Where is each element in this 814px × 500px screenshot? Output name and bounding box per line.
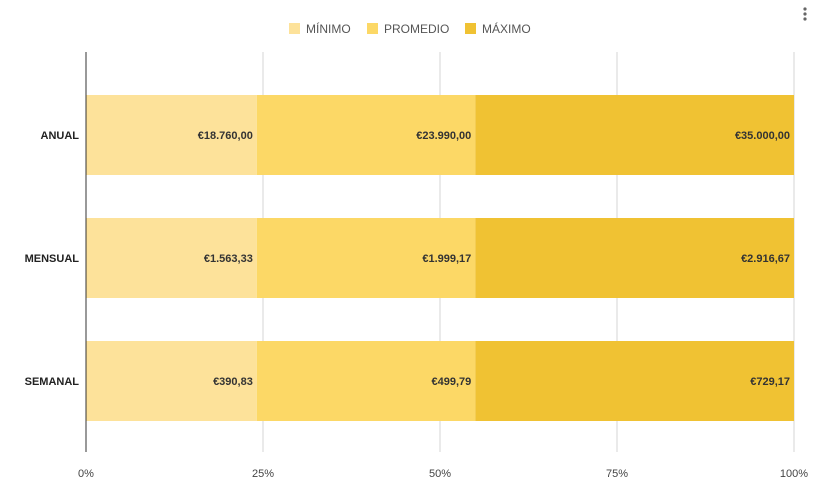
legend-item-maximo[interactable]: MÁXIMO: [465, 21, 531, 36]
bar-anual-promedio[interactable]: [256, 95, 476, 175]
legend[interactable]: MÍNIMO PROMEDIO MÁXIMO: [289, 21, 531, 36]
bar-anual-minimo[interactable]: [86, 95, 257, 175]
bar-label: €499,79: [432, 376, 472, 388]
legend-swatch: [289, 23, 300, 34]
legend-item-minimo[interactable]: MÍNIMO: [289, 21, 351, 36]
bar-label: €23.990,00: [416, 130, 471, 142]
bars: [86, 95, 794, 421]
x-tick-label: 100%: [780, 468, 808, 480]
legend-label: MÁXIMO: [482, 21, 531, 36]
bar-label: €18.760,00: [198, 130, 253, 142]
legend-label: PROMEDIO: [384, 22, 449, 36]
legend-swatch: [367, 23, 378, 34]
category-labels: ANUAL MENSUAL SEMANAL: [25, 130, 80, 388]
bar-label: €729,17: [750, 376, 790, 388]
legend-label: MÍNIMO: [306, 21, 351, 36]
legend-swatch: [465, 23, 476, 34]
x-tick-label: 75%: [606, 468, 628, 480]
bar-mensual-minimo[interactable]: [86, 218, 257, 298]
category-label-anual: ANUAL: [41, 130, 80, 142]
bar-semanal-minimo[interactable]: [86, 341, 257, 421]
bar-semanal-promedio[interactable]: [256, 341, 476, 421]
category-label-semanal: SEMANAL: [25, 376, 80, 388]
x-tick-label: 0%: [78, 468, 94, 480]
bar-labels: €18.760,00 €23.990,00 €35.000,00 €1.563,33 €…: [198, 130, 790, 388]
bar-label: €35.000,00: [735, 130, 790, 142]
legend-item-promedio[interactable]: PROMEDIO: [367, 22, 449, 36]
bar-mensual-maximo[interactable]: [475, 218, 794, 298]
x-tick-label: 50%: [429, 468, 451, 480]
bar-label: €2.916,67: [741, 253, 790, 265]
bar-anual-maximo[interactable]: [475, 95, 794, 175]
category-label-mensual: MENSUAL: [25, 253, 80, 265]
x-tick-labels: 0% 25% 50% 75% 100%: [78, 468, 808, 480]
bar-mensual-promedio[interactable]: [256, 218, 476, 298]
more-vert-icon[interactable]: [796, 4, 812, 26]
bar-semanal-maximo[interactable]: [475, 341, 794, 421]
bar-label: €390,83: [213, 376, 253, 388]
bar-label: €1.999,17: [422, 253, 471, 265]
x-tick-label: 25%: [252, 468, 274, 480]
bar-label: €1.563,33: [204, 253, 253, 265]
